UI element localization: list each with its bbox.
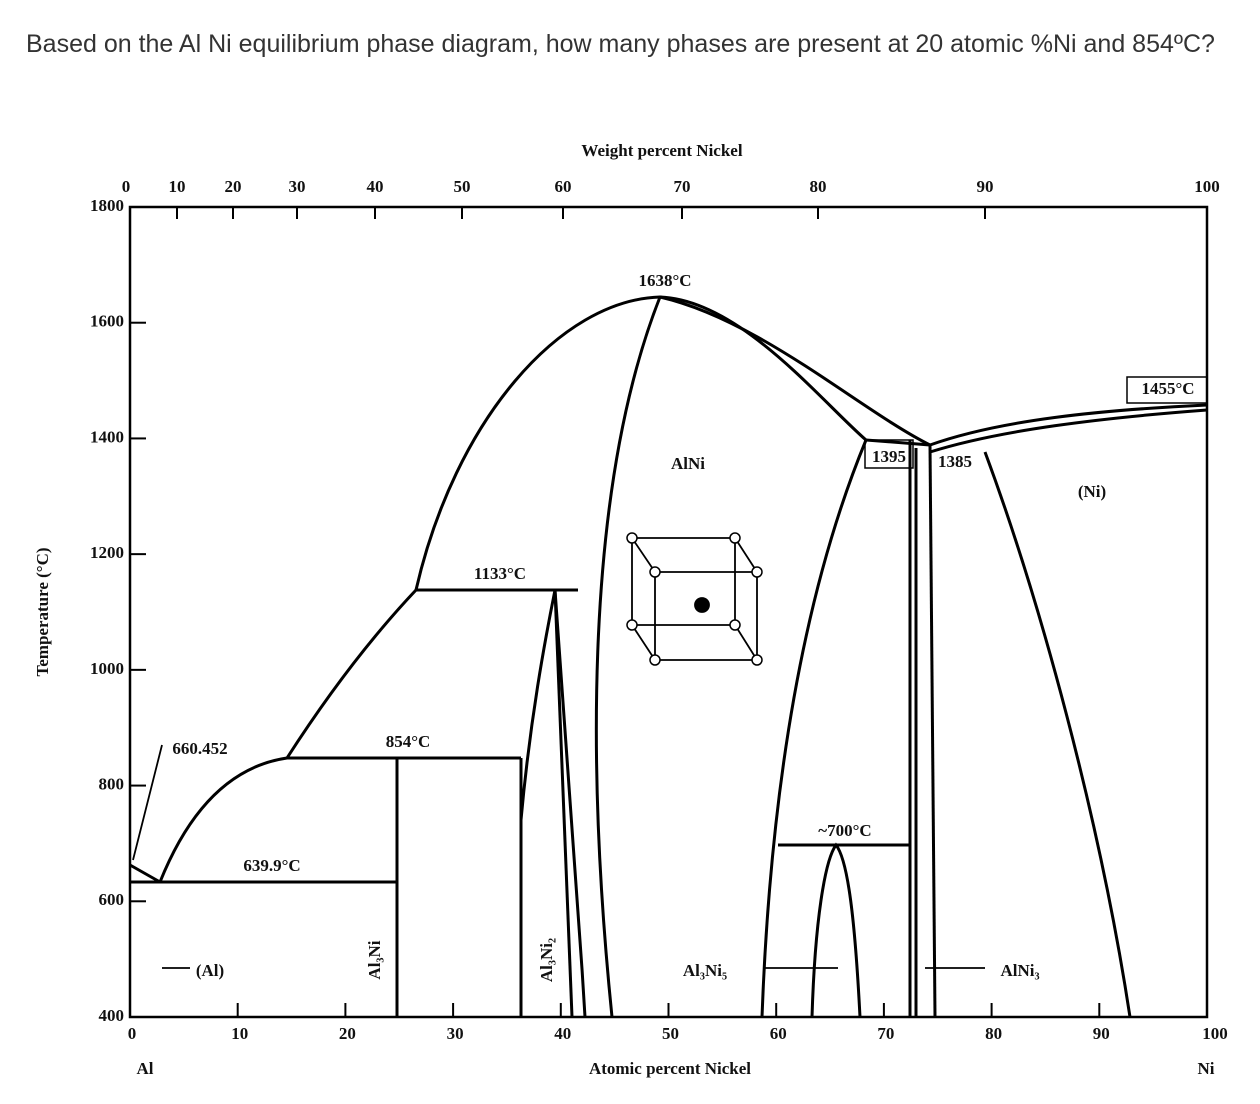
bottom-axis-title: Atomic percent Nickel bbox=[589, 1059, 751, 1078]
top-tick-label: 50 bbox=[454, 177, 471, 196]
left-tick-label: 800 bbox=[99, 774, 125, 793]
top-tick-label: 40 bbox=[367, 177, 384, 196]
diagram-label: Al₃Ni₅ bbox=[683, 961, 727, 980]
left-tick-label: 1800 bbox=[90, 196, 124, 215]
bottom-tick-label: 90 bbox=[1093, 1024, 1110, 1043]
frame bbox=[128, 205, 1209, 1019]
diagram-label: AlNi₃ bbox=[1000, 961, 1039, 980]
diagram-label: 1638°C bbox=[638, 271, 691, 290]
bottom-tick-label: 80 bbox=[985, 1024, 1002, 1043]
top-tick-label: 90 bbox=[977, 177, 994, 196]
top-tick-label: 30 bbox=[289, 177, 306, 196]
diagram-label: 660.452 bbox=[172, 739, 227, 758]
bottom-tick-label: 50 bbox=[662, 1024, 679, 1043]
diagram-label: Al₃Ni₂ bbox=[537, 938, 556, 982]
diagram-label: 639.9°C bbox=[243, 856, 300, 875]
label-box bbox=[1126, 376, 1208, 404]
diagram-label: 1385 bbox=[938, 452, 972, 471]
bottom-tick-label: 10 bbox=[231, 1024, 248, 1043]
top-tick-label: 20 bbox=[225, 177, 242, 196]
bottom-tick-label: 20 bbox=[339, 1024, 356, 1043]
top-axis-title: Weight percent Nickel bbox=[581, 141, 742, 160]
diagram-label: Al₃Ni bbox=[365, 940, 384, 979]
diagram-label: 1455°C bbox=[1141, 379, 1194, 398]
top-tick-label: 70 bbox=[674, 177, 691, 196]
left-tick-label: 1400 bbox=[90, 427, 124, 446]
left-tick-label: 600 bbox=[99, 890, 125, 909]
left-tick-label: 1200 bbox=[90, 543, 124, 562]
left-end-label: Al bbox=[137, 1059, 154, 1078]
top-tick-label: 0 bbox=[122, 177, 131, 196]
label-box bbox=[864, 439, 914, 469]
top-tick-label: 100 bbox=[1194, 177, 1220, 196]
left-tick-label: 1600 bbox=[90, 312, 124, 331]
diagram-label: 854°C bbox=[386, 732, 431, 751]
unit-cell-icon bbox=[626, 532, 763, 666]
left-tick-label: 400 bbox=[99, 1006, 125, 1025]
bottom-tick-label: 60 bbox=[770, 1024, 787, 1043]
left-axis-title: Temperature (°C) bbox=[33, 547, 52, 676]
diagram-label: (Al) bbox=[196, 961, 224, 980]
top-tick-label: 80 bbox=[810, 177, 827, 196]
bottom-tick-label: 100 bbox=[1202, 1024, 1228, 1043]
left-tick-label: 1000 bbox=[90, 659, 124, 678]
top-tick-label: 10 bbox=[169, 177, 186, 196]
phase-boundaries bbox=[129, 295, 1208, 1018]
diagram-label: 1133°C bbox=[474, 564, 526, 583]
diagram-label: AlNi bbox=[671, 454, 705, 473]
diagram-label: ~700°C bbox=[818, 821, 871, 840]
diagram-label: 1395 bbox=[872, 447, 906, 466]
bottom-tick-label: 0 bbox=[128, 1024, 137, 1043]
bottom-tick-label: 30 bbox=[447, 1024, 464, 1043]
right-end-label: Ni bbox=[1198, 1059, 1215, 1078]
top-tick-label: 60 bbox=[555, 177, 572, 196]
diagram-label: (Ni) bbox=[1078, 482, 1106, 501]
question: Based on the Al Ni equilibrium phase dia… bbox=[26, 30, 1215, 58]
bottom-tick-label: 70 bbox=[877, 1024, 894, 1043]
bottom-tick-label: 40 bbox=[554, 1024, 571, 1043]
